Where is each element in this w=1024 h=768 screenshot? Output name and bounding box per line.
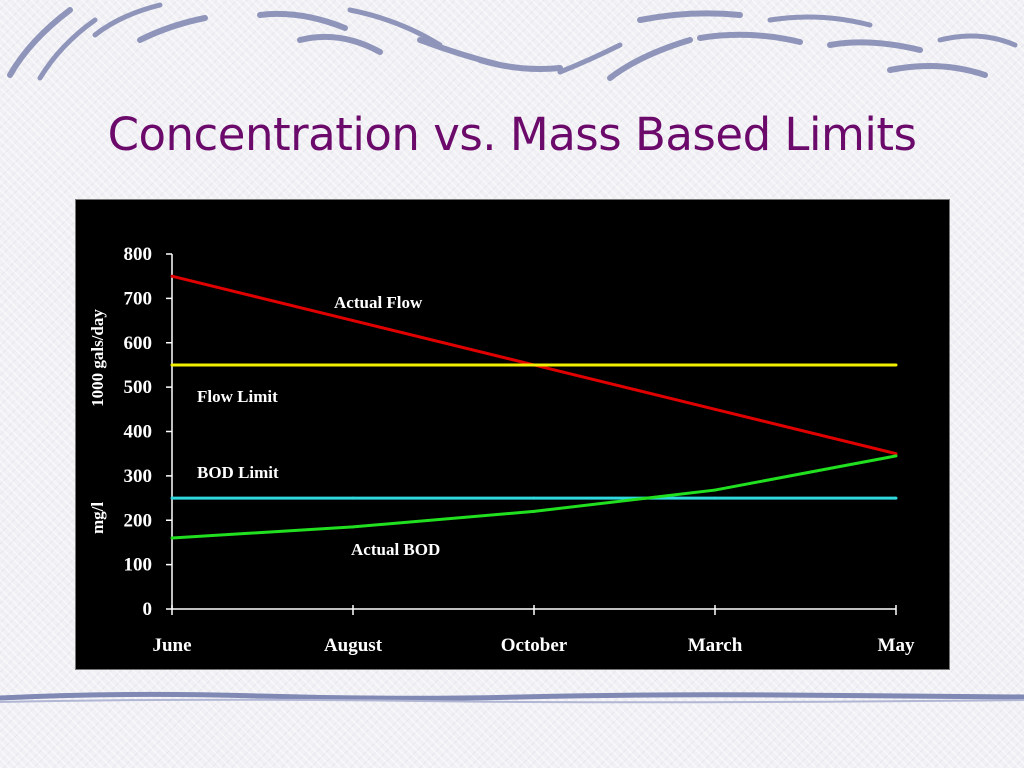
series-point-1 bbox=[170, 363, 174, 367]
series-point-3 bbox=[894, 454, 898, 458]
series-point-2 bbox=[894, 496, 898, 500]
x-tick-label: May bbox=[878, 635, 915, 656]
series-point-3 bbox=[532, 509, 536, 513]
chart-panel: 0 100 200 300 400 500 600 700 800 June August Octob… bbox=[75, 199, 950, 670]
series-point-3 bbox=[713, 488, 717, 492]
y-axis-title-lower: mg/l bbox=[88, 502, 107, 534]
series-point-0 bbox=[170, 274, 174, 278]
series-point-2 bbox=[170, 496, 174, 500]
x-tick-label: October bbox=[501, 635, 568, 656]
series-point-2 bbox=[532, 496, 536, 500]
series-label-2: BOD Limit bbox=[197, 463, 279, 482]
y-tick-label: 500 bbox=[124, 377, 153, 398]
series-point-1 bbox=[894, 363, 898, 367]
y-tick-label: 800 bbox=[124, 244, 153, 265]
series-label-0: Actual Flow bbox=[334, 293, 423, 312]
decorative-footer-line bbox=[0, 691, 1024, 704]
series-point-3 bbox=[351, 525, 355, 529]
x-tick-label: August bbox=[324, 635, 383, 656]
series-point-0 bbox=[713, 407, 717, 411]
series-point-1 bbox=[532, 363, 536, 367]
line-chart: 0 100 200 300 400 500 600 700 800 June August Octob… bbox=[88, 244, 915, 656]
y-tick-label: 0 bbox=[143, 599, 153, 620]
y-tick-label: 100 bbox=[124, 555, 153, 576]
series-point-2 bbox=[351, 496, 355, 500]
series-point-0 bbox=[894, 452, 898, 456]
slide-title: Concentration vs. Mass Based Limits bbox=[107, 108, 917, 161]
y-axis-title-upper: 1000 gals/day bbox=[88, 309, 107, 407]
series-point-3 bbox=[170, 536, 174, 540]
decorative-banner bbox=[7, 2, 1018, 81]
series-point-1 bbox=[713, 363, 717, 367]
series-label-3: Actual BOD bbox=[351, 540, 440, 559]
series-point-0 bbox=[351, 319, 355, 323]
y-tick-label: 700 bbox=[124, 288, 153, 309]
series-point-1 bbox=[351, 363, 355, 367]
y-tick-label: 600 bbox=[124, 333, 153, 354]
x-tick-label: March bbox=[688, 635, 743, 656]
series-point-2 bbox=[713, 496, 717, 500]
series-label-1: Flow Limit bbox=[197, 387, 278, 406]
x-tick-label: June bbox=[152, 635, 191, 656]
y-tick-label: 200 bbox=[124, 510, 153, 531]
y-tick-label: 300 bbox=[124, 466, 153, 487]
y-tick-label: 400 bbox=[124, 422, 153, 443]
